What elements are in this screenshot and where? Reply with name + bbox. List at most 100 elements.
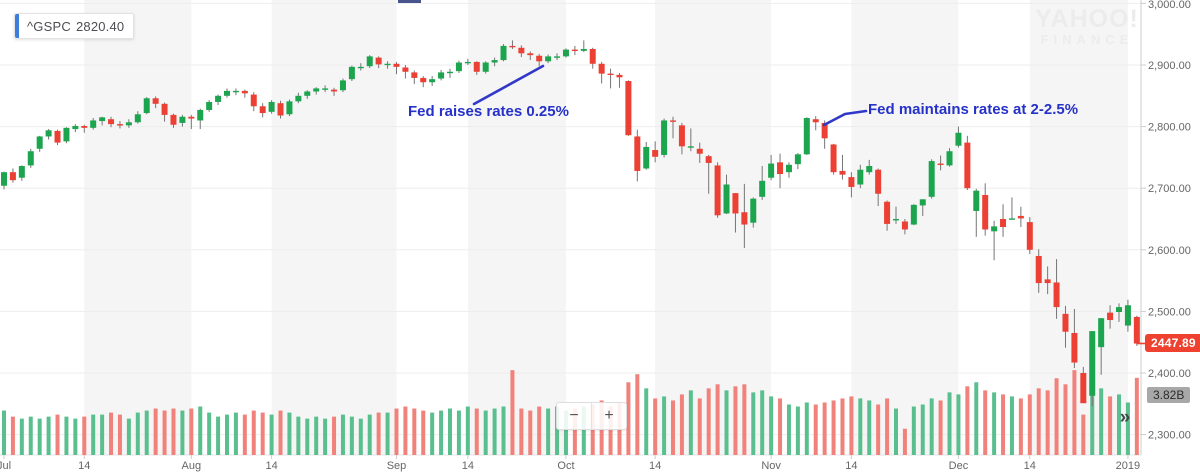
candle-body [875, 169, 882, 194]
volume-bar [278, 410, 283, 455]
pan-forward-button[interactable]: » [1119, 407, 1131, 428]
candle-body [545, 56, 552, 62]
candle-body [562, 49, 569, 57]
candle-body [652, 150, 659, 157]
volume-bar [91, 414, 96, 455]
volume-bar [858, 398, 863, 455]
last-price-badge: 2447.89 [1145, 334, 1200, 353]
candle-body [295, 95, 302, 102]
symbol-legend-badge[interactable]: ^GSPC 2820.40 [14, 13, 135, 39]
volume-bar [189, 408, 194, 455]
volume-bar [920, 404, 925, 455]
candle-body [964, 142, 971, 189]
volume-bar [305, 418, 310, 455]
x-axis-label: Jul [0, 460, 11, 472]
volume-bar [902, 428, 907, 455]
x-axis-label: Nov [761, 460, 781, 472]
annotation-pointer-line [472, 64, 545, 106]
x-axis-label: 2019 [1116, 460, 1140, 472]
volume-bar [563, 410, 568, 455]
volume-bars [2, 370, 1139, 455]
candle-body [241, 90, 248, 94]
volume-bar [117, 414, 122, 455]
candle-body [750, 198, 757, 223]
candle-body [500, 45, 507, 61]
volume-bar [332, 416, 337, 455]
x-axis-label: 14 [845, 460, 857, 472]
volume-bar [688, 390, 693, 455]
candle-body [99, 117, 106, 122]
candle-body [723, 184, 730, 214]
candle-body [607, 73, 614, 76]
candle-body [1008, 218, 1015, 220]
x-axis-label: Oct [557, 460, 574, 472]
candle-body [313, 88, 320, 92]
candle-body [696, 148, 703, 154]
volume-bar [73, 418, 78, 455]
candle-body [339, 80, 346, 91]
zoom-control: − + [556, 402, 627, 430]
y-axis-label: 2,500.00 [1148, 306, 1191, 318]
volume-bar [1125, 402, 1130, 455]
volume-bar [742, 384, 747, 455]
zoom-in-button[interactable]: + [604, 407, 614, 424]
candle-body [232, 90, 239, 93]
candle-body [152, 98, 159, 104]
volume-bar [126, 418, 131, 455]
volume-bar [2, 410, 6, 455]
candle-body [366, 56, 373, 67]
volume-bar [715, 384, 720, 455]
annotation-pointer-line [822, 109, 868, 127]
candle-body [991, 226, 998, 232]
volume-bar [1009, 396, 1014, 455]
volume-bar [528, 410, 533, 455]
volume-bar [662, 396, 667, 455]
candles-layer [1, 40, 1140, 407]
volume-bar [1099, 388, 1104, 455]
candle-body [81, 125, 88, 128]
candle-body [304, 91, 311, 96]
candle-body [45, 130, 52, 137]
candle-body [1044, 279, 1051, 284]
candle-body [803, 117, 810, 155]
candle-body [90, 120, 97, 128]
volume-bar [225, 414, 229, 455]
candle-body [580, 48, 587, 51]
volume-bar [403, 406, 408, 455]
volume-bar [938, 400, 943, 455]
volume-bar [55, 414, 60, 455]
candle-body [741, 212, 748, 225]
y-axis-label: 2,800.00 [1148, 122, 1191, 134]
volume-bar [109, 412, 114, 455]
candle-body [678, 125, 685, 147]
y-axis-label: 2,900.00 [1148, 60, 1191, 72]
volume-bar [412, 408, 417, 455]
candle-body [224, 90, 230, 96]
background-stripes [0, 0, 1141, 455]
candle-body [839, 170, 846, 175]
volume-bar [786, 404, 791, 455]
candle-body [402, 67, 409, 72]
annotation-fed-maintains: Fed maintains rates at 2-2.5% [868, 101, 1079, 118]
volume-bar [1090, 392, 1095, 455]
candle-body [482, 62, 489, 72]
candle-body [134, 114, 141, 123]
candle-body [464, 61, 471, 64]
candle-body [1053, 282, 1060, 308]
volume-bar [456, 410, 461, 455]
volume-bar [1054, 378, 1059, 455]
volume-bar [153, 408, 158, 455]
x-axis-label: 14 [265, 460, 277, 472]
y-axis-label: 3,000.00 [1148, 0, 1191, 11]
candle-body [429, 79, 436, 83]
candle-body [705, 156, 712, 163]
candle-body [1035, 255, 1042, 284]
volume-bar [671, 400, 675, 455]
volume-bar [1036, 388, 1041, 455]
annotation-fed-raises: Fed raises rates 0.25% [408, 103, 569, 120]
zoom-out-button[interactable]: − [557, 403, 592, 429]
candle-body [1098, 318, 1105, 348]
candle-body [215, 95, 222, 102]
candle-body [554, 56, 561, 58]
